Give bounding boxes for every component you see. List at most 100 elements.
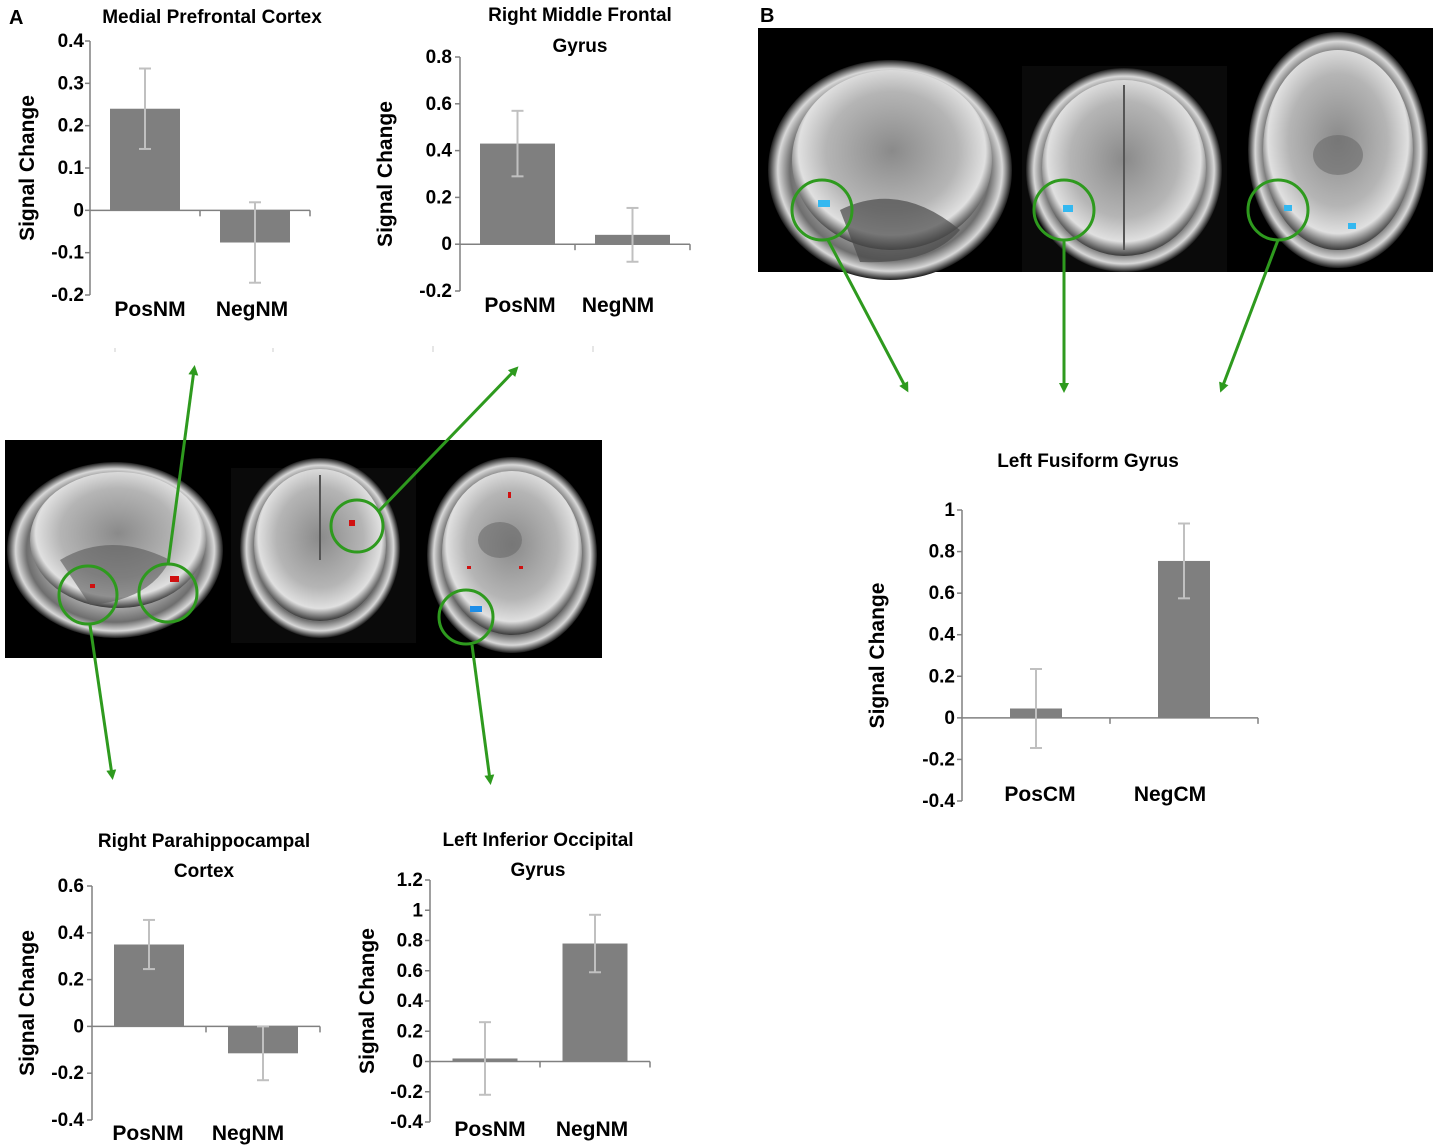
arrow-to-middle-frontal <box>376 366 519 514</box>
panel-label-a: A <box>9 7 23 29</box>
panel-label-b: B <box>760 5 774 27</box>
arrow-to-inferior-occipital <box>470 644 495 785</box>
activation-fusiform-axial <box>1284 205 1292 211</box>
y-tick-label: -0.4 <box>922 791 955 812</box>
y-tick-label: 0.4 <box>929 625 956 646</box>
chart-title-line-1: Medial Prefrontal Cortex <box>102 7 322 28</box>
y-tick-label: -0.2 <box>51 1063 84 1084</box>
y-tick-label: 0 <box>441 234 452 255</box>
y-tick-label: 0 <box>73 200 84 221</box>
sagittal-cerebellum-b <box>840 198 960 263</box>
arrow-to-medial-prefrontal <box>166 365 199 566</box>
y-tick-label: 0.6 <box>929 583 955 604</box>
axial-slice-b <box>1248 32 1428 268</box>
category-label-negnm: NegNM <box>556 1118 628 1141</box>
category-label-posnm: PosNM <box>484 294 555 317</box>
roi-circle-middle-frontal <box>329 498 385 554</box>
y-axis-label: Signal Change <box>16 930 39 1076</box>
chart-title-line-2: Cortex <box>174 861 235 882</box>
y-tick-label: -0.2 <box>390 1082 423 1103</box>
y-tick-label: 0.1 <box>58 158 85 179</box>
arrows <box>88 239 1280 785</box>
category-label-posnm: PosNM <box>114 298 185 321</box>
y-axis-label: Signal Change <box>374 101 397 247</box>
y-tick-label: -0.2 <box>419 281 452 302</box>
y-tick-label: 1 <box>944 500 955 521</box>
chart-title-line-2: Gyrus <box>553 36 608 57</box>
axial-ventricle <box>478 522 522 558</box>
y-tick-label: 0 <box>73 1016 84 1037</box>
roi-circle-inferior-occipital <box>437 588 495 646</box>
y-tick-label: 1.2 <box>397 870 423 891</box>
faint-ticks <box>114 346 594 352</box>
activation-medial-prefrontal <box>170 576 179 582</box>
activation-fusiform-coronal <box>1063 205 1073 212</box>
category-label-negcm: NegCM <box>1134 783 1206 806</box>
activation-axial-right-b <box>1348 223 1356 229</box>
y-tick-label: 0.8 <box>426 47 452 68</box>
category-label-negnm: NegNM <box>216 298 288 321</box>
chart-title-line-1: Right Parahippocampal <box>98 831 310 852</box>
y-tick-label: 0.2 <box>426 187 452 208</box>
chart-middle-frontal: Right Middle Frontal Gyrus 0.8 0.6 0.4 0.2 0 -0… <box>374 5 691 317</box>
y-tick-label: 0.6 <box>58 876 84 897</box>
coronal-slice-a <box>231 458 416 643</box>
y-tick-label: 0.4 <box>397 991 424 1012</box>
activation-inferior-occipital <box>470 606 482 612</box>
y-tick-label: 0.2 <box>58 970 84 991</box>
sagittal-cerebellum <box>60 545 170 605</box>
chart-parahippocampal: Right Parahippocampal Cortex 0.6 0.4 0.2 0 -0.… <box>16 831 321 1145</box>
y-tick-label: 0.2 <box>58 116 84 137</box>
y-tick-label: -0.4 <box>51 1110 84 1131</box>
chart-title-line-2: Gyrus <box>511 860 566 881</box>
y-tick-label: -0.1 <box>51 243 84 264</box>
y-tick-label: 1 <box>412 900 423 921</box>
activation-middle-frontal <box>349 520 355 526</box>
chart-inferior-occipital: Left Inferior Occipital Gyrus 1.2 1 0.8 0.6 0.… <box>356 830 651 1141</box>
activation-axial-right <box>519 566 523 569</box>
y-tick-label: 0.2 <box>929 666 955 687</box>
coronal-slice-b <box>1022 66 1227 272</box>
y-tick-label: -0.2 <box>922 749 955 770</box>
chart-medial-prefrontal: Medial Prefrontal Cortex 0.4 0.3 0.2 0.1 0 -0.… <box>16 7 322 321</box>
activation-axial-frontal <box>508 492 511 498</box>
activation-parahippocampal <box>90 584 95 588</box>
arrow-b-axial <box>1219 239 1280 393</box>
chart-title-line-1: Left Inferior Occipital <box>442 830 633 851</box>
category-label-posnm: PosNM <box>112 1122 183 1145</box>
y-tick-label: 0.4 <box>426 141 453 162</box>
sagittal-brain-b <box>792 70 992 250</box>
y-tick-label: -0.4 <box>390 1112 423 1133</box>
arrow-to-parahippocampal <box>88 624 117 780</box>
category-label-posnm: PosNM <box>454 1118 525 1141</box>
sagittal-slice-a <box>7 462 223 638</box>
arrow-b-sagittal <box>826 239 909 393</box>
category-label-negnm: NegNM <box>212 1122 284 1145</box>
y-tick-label: 0.2 <box>397 1021 423 1042</box>
y-tick-label: -0.2 <box>51 285 84 306</box>
roi-circle-fusiform-sagittal <box>790 178 854 242</box>
y-tick-label: 0.8 <box>397 931 423 952</box>
y-axis-label: Signal Change <box>356 928 379 1074</box>
y-tick-label: 0.6 <box>426 94 452 115</box>
roi-circle-parahippocampal <box>57 564 119 626</box>
axial-ventricle-b <box>1313 135 1363 175</box>
chart-title-line-1: Right Middle Frontal <box>488 5 672 26</box>
y-tick-label: 0.4 <box>58 923 85 944</box>
activation-fusiform-sagittal <box>818 200 830 207</box>
brain-montage-a <box>5 440 602 658</box>
y-axis-label: Signal Change <box>16 95 39 241</box>
y-tick-label: 0.8 <box>929 542 955 563</box>
chart-fusiform: Left Fusiform Gyrus 1 0.8 0.6 0.4 0.2 0 -0.2 -0.… <box>866 451 1259 812</box>
axial-slice-a <box>422 457 602 653</box>
y-tick-label: 0 <box>944 708 955 729</box>
activation-axial-left <box>467 566 471 569</box>
y-tick-label: 0.6 <box>397 961 423 982</box>
y-tick-label: 0.3 <box>58 73 84 94</box>
sagittal-slice-b <box>768 60 1012 280</box>
chart-title-line-1: Left Fusiform Gyrus <box>997 451 1179 472</box>
category-label-poscm: PosCM <box>1004 783 1075 806</box>
y-axis-label: Signal Change <box>866 583 889 729</box>
y-tick-label: 0.4 <box>58 31 85 52</box>
